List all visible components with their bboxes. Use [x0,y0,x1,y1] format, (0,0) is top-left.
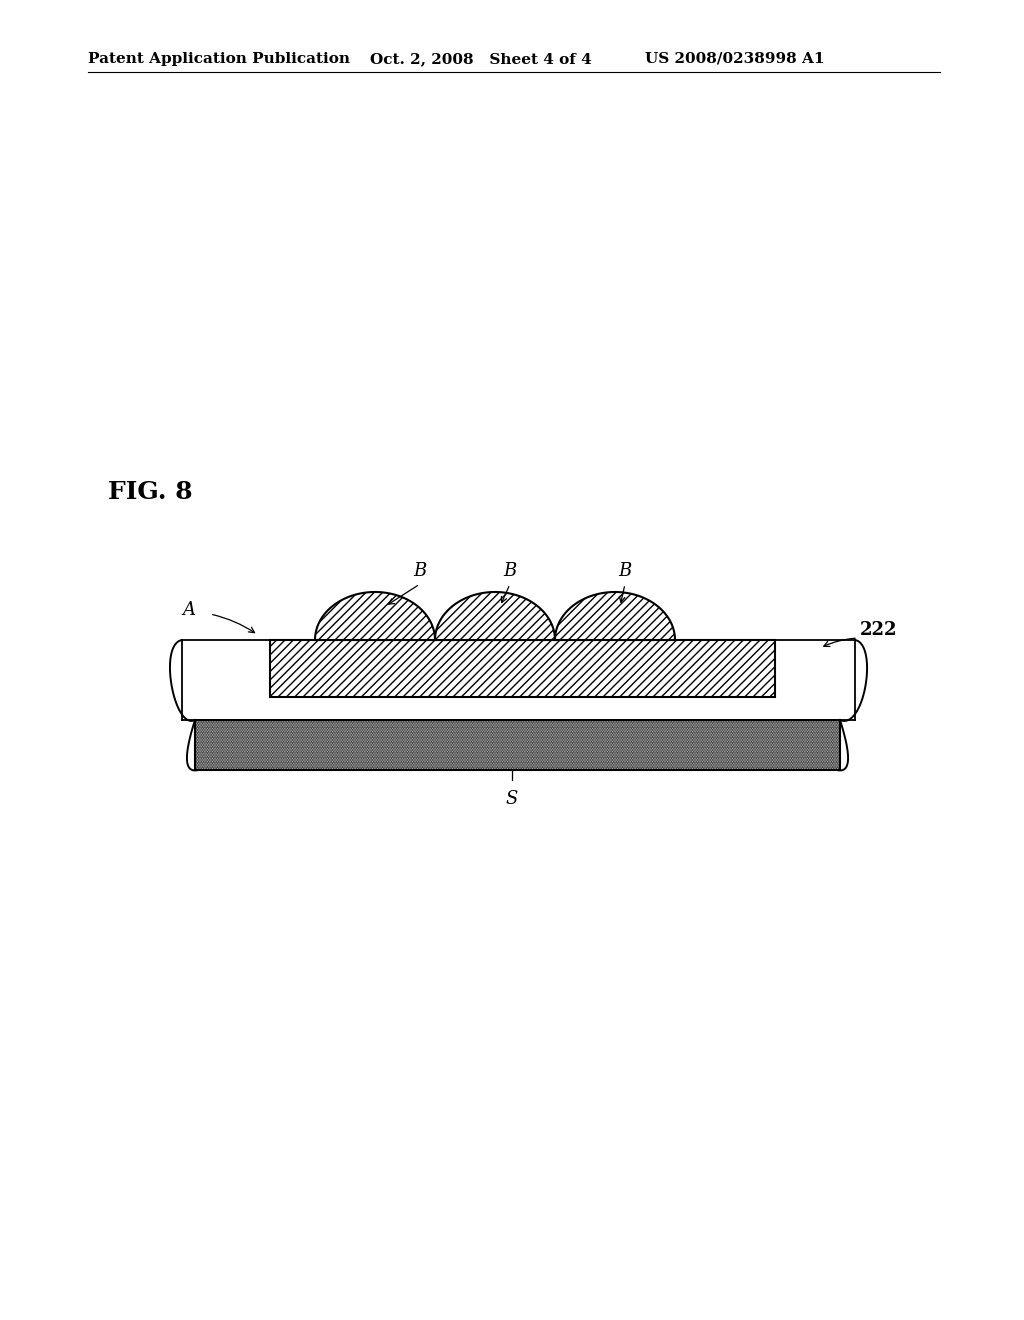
Bar [195,719,840,770]
Text: 222: 222 [860,620,897,639]
Text: B: B [618,562,632,579]
Bar [270,697,775,719]
Text: Patent Application Publication: Patent Application Publication [88,51,350,66]
Text: Oct. 2, 2008   Sheet 4 of 4: Oct. 2, 2008 Sheet 4 of 4 [370,51,592,66]
Text: FIG. 8: FIG. 8 [108,480,193,504]
Polygon shape [555,591,675,640]
Text: A: A [182,601,195,619]
Polygon shape [315,591,435,640]
Bar [775,640,855,719]
Text: S: S [506,789,518,808]
Text: B: B [504,562,517,579]
Bar [182,640,270,719]
Text: B: B [414,562,427,579]
Bar [182,640,855,719]
Text: US 2008/0238998 A1: US 2008/0238998 A1 [645,51,824,66]
Bar [270,640,775,697]
Polygon shape [435,591,555,640]
